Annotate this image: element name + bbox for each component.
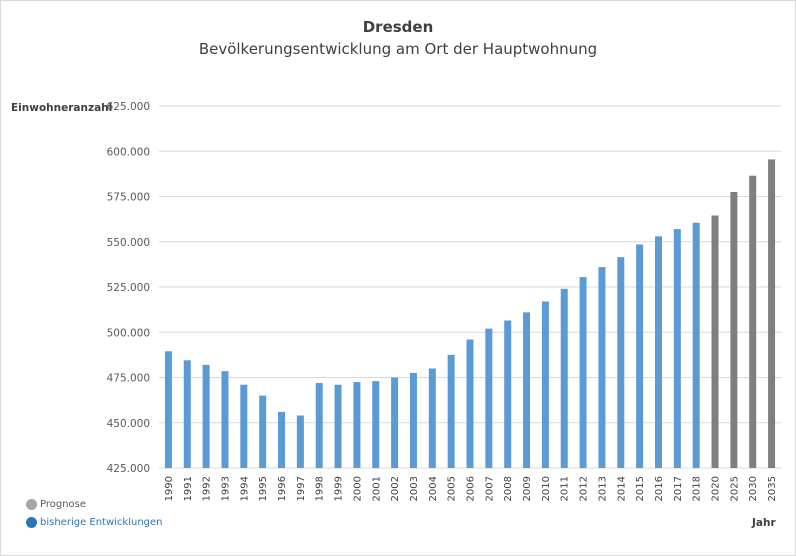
chart-title: Dresden	[362, 18, 434, 36]
bar	[485, 328, 493, 468]
bar	[315, 382, 323, 468]
bar	[202, 364, 210, 468]
y-tick-label: 450.000	[107, 418, 150, 430]
bar	[692, 222, 700, 468]
x-tick-label: 2005	[447, 476, 458, 501]
x-tick-label: 1996	[277, 476, 288, 501]
bar	[749, 175, 757, 468]
y-tick-label: 550.000	[107, 237, 150, 249]
x-tick-label: 2017	[673, 476, 684, 501]
bar	[541, 301, 549, 468]
bar	[617, 257, 625, 468]
x-tick-label: 2015	[635, 476, 646, 501]
bar	[673, 229, 681, 468]
x-tick-label: 1991	[183, 476, 194, 501]
y-tick-label: 525.000	[107, 282, 150, 294]
y-tick-label: 500.000	[107, 327, 150, 339]
x-tick-label: 2003	[409, 476, 420, 501]
chart-subtitle: Bevölkerungsentwicklung am Ort der Haupt…	[198, 40, 598, 58]
x-tick-label: 2010	[541, 476, 552, 501]
legend-label-prognose: Prognose	[40, 499, 87, 510]
x-tick-label: 2006	[466, 476, 477, 501]
bar	[221, 371, 229, 468]
bar	[504, 320, 512, 468]
bar	[372, 381, 380, 468]
x-tick-label: 2009	[522, 476, 533, 501]
bar	[768, 159, 776, 468]
x-axis-label: Jahr	[752, 517, 776, 529]
x-tick-label: 2012	[579, 476, 590, 501]
y-tick-label: 600.000	[107, 146, 150, 158]
bar	[579, 277, 587, 468]
bar	[391, 377, 399, 468]
x-tick-label: 2004	[428, 476, 439, 501]
bar	[183, 360, 191, 468]
bar	[259, 395, 267, 468]
legend-label-bisherige: bisherige Entwicklungen	[40, 517, 163, 528]
bar	[523, 312, 531, 468]
bar	[353, 382, 361, 468]
x-tick-label: 2000	[352, 476, 363, 501]
x-tick-label: 2013	[597, 476, 608, 501]
x-tick-label: 2014	[616, 476, 627, 501]
x-tick-label: 2008	[503, 476, 514, 501]
legend-marker-prognose	[26, 499, 37, 510]
y-axis-label: Einwohneranzahl	[11, 102, 113, 114]
bar	[428, 368, 436, 468]
bar	[240, 384, 248, 468]
bar	[466, 339, 474, 468]
x-tick-label: 1992	[202, 476, 213, 501]
x-tick-label: 2011	[560, 476, 571, 501]
x-tick-label: 1994	[239, 476, 250, 501]
bar	[711, 215, 719, 468]
bar	[654, 236, 662, 468]
x-tick-label: 2025	[729, 476, 740, 501]
x-tick-label: 1995	[258, 476, 269, 501]
bar	[598, 267, 606, 468]
bar	[278, 411, 286, 468]
bar	[334, 384, 342, 468]
y-tick-label: 575.000	[107, 192, 150, 204]
x-tick-label: 2016	[654, 476, 665, 501]
bar	[447, 354, 455, 468]
x-tick-label: 1998	[315, 476, 326, 501]
bar	[409, 372, 417, 468]
legend-item-bisherige: bisherige Entwicklungen	[26, 517, 163, 528]
legend-marker-bisherige	[26, 517, 37, 528]
bar	[164, 351, 172, 468]
bar	[636, 244, 644, 468]
legend-item-prognose: Prognose	[26, 499, 86, 510]
bar	[730, 191, 738, 468]
y-tick-label: 475.000	[107, 373, 150, 385]
x-tick-label: 2002	[390, 476, 401, 501]
x-tick-label: 1999	[334, 476, 345, 501]
x-tick-label: 2035	[767, 476, 778, 501]
x-tick-label: 2007	[484, 476, 495, 501]
x-tick-label: 2001	[371, 476, 382, 501]
x-tick-label: 2030	[748, 476, 759, 501]
x-tick-label: 1993	[220, 476, 231, 501]
y-tick-label: 625.000	[107, 101, 150, 113]
y-tick-label: 425.000	[107, 463, 150, 475]
bar	[560, 288, 568, 468]
x-tick-label: 1997	[296, 476, 307, 501]
x-tick-label: 2018	[692, 476, 703, 501]
x-tick-label: 2020	[711, 476, 722, 501]
bar	[296, 415, 304, 468]
x-tick-label: 1990	[164, 476, 175, 501]
